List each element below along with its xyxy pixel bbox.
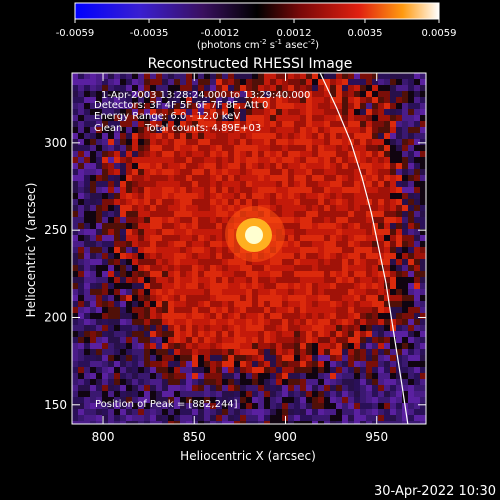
- annotation-time-range: 1-Apr-2003 13:28:24.000 to 13:29:40.000: [101, 90, 310, 101]
- solar-limb-curve: [319, 73, 409, 424]
- y-axis-label: Heliocentric Y (arcsec): [24, 183, 38, 318]
- x-tick-label: 900: [274, 430, 297, 444]
- y-tick-label: 200: [44, 310, 67, 324]
- colorbar-tick-label: -0.0012: [201, 28, 240, 39]
- x-tick-label: 950: [365, 430, 388, 444]
- annotation-energy: Energy Range: 6.0 - 12.0 keV: [94, 111, 240, 122]
- colorbar: [74, 2, 440, 20]
- y-tick-label: 150: [44, 398, 67, 412]
- x-tick-label: 800: [92, 430, 115, 444]
- y-tick-label: 250: [44, 223, 67, 237]
- plot-frame: [71, 72, 427, 425]
- annotation-clean: Clean: [94, 123, 122, 134]
- y-tick-label: 300: [44, 136, 67, 150]
- colorbar-tick-label: 0.0059: [422, 28, 457, 39]
- colorbar-tick-label: 0.0035: [347, 28, 382, 39]
- annotation-detectors: Detectors: 3F 4F 5F 6F 7F 8F, Att 0: [94, 100, 268, 111]
- annotation-peak-position: Position of Peak = [882,244]: [95, 399, 238, 410]
- chart-title: Reconstructed RHESSI Image: [148, 56, 353, 72]
- x-axis-label: Heliocentric X (arcsec): [180, 449, 316, 463]
- peak-glow-core: [245, 226, 263, 244]
- x-tick-label: 850: [183, 430, 206, 444]
- colorbar-tick-label: -0.0035: [130, 28, 169, 39]
- colorbar-unit-label: (photons cm-2 s-1 asec-2): [197, 38, 319, 51]
- heatmap-image: [72, 73, 426, 424]
- axes: 800 850 900 950 150 200 250 300: [44, 73, 426, 444]
- colorbar-tick-label: 0.0012: [277, 28, 312, 39]
- annotation-total-counts: Total counts: 4.89E+03: [144, 123, 261, 134]
- colorbar-tick-label: -0.0059: [56, 28, 95, 39]
- footer-timestamp: 30-Apr-2022 10:30: [374, 484, 496, 499]
- colorbar-ticks: -0.0059 -0.0035 -0.0012 0.0012 0.0035 0.0059: [56, 19, 457, 39]
- heatmap-pixels: [72, 73, 426, 424]
